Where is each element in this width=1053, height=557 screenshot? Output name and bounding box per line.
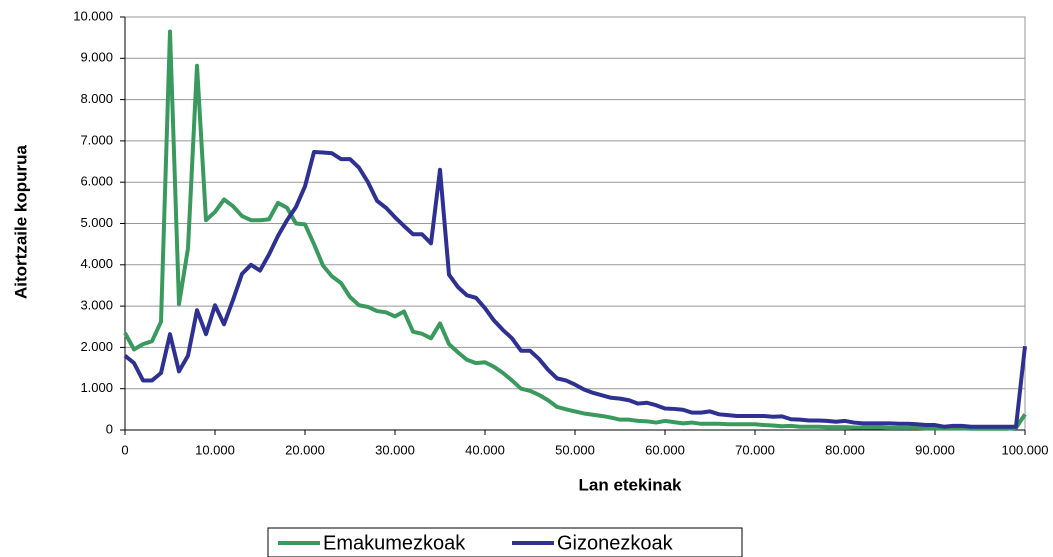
x-tick-label: 10.000 [195, 442, 235, 457]
y-tick-label: 1.000 [80, 380, 113, 395]
y-tick-label: 3.000 [80, 298, 113, 313]
x-tick-label: 0 [121, 442, 128, 457]
series-line [123, 150, 1027, 429]
x-tick-label: 20.000 [285, 442, 325, 457]
y-tick-label: 10.000 [73, 8, 113, 23]
x-tick-label: 90.000 [915, 442, 955, 457]
x-tick-label: 70.000 [735, 442, 775, 457]
y-axis-title: Aitortzaile kopurua [11, 144, 30, 299]
y-tick-label: 0 [106, 421, 113, 436]
x-tick-label: 30.000 [375, 442, 415, 457]
legend-label: Gizonezkoak [557, 532, 674, 554]
y-tick-label: 8.000 [80, 91, 113, 106]
series-line [123, 29, 1027, 431]
y-tick-label: 9.000 [80, 50, 113, 65]
x-axis-title: Lan etekinak [579, 475, 683, 494]
y-tick-label: 5.000 [80, 215, 113, 230]
x-tick-label: 80.000 [825, 442, 865, 457]
x-tick-label: 100.000 [1002, 442, 1049, 457]
legend-label: Emakumezkoak [323, 532, 466, 554]
y-tick-label: 6.000 [80, 174, 113, 189]
x-tick-label: 40.000 [465, 442, 505, 457]
y-tick-label: 7.000 [80, 132, 113, 147]
legend-box [267, 527, 743, 557]
y-tick-label: 2.000 [80, 339, 113, 354]
y-tick-label: 4.000 [80, 256, 113, 271]
x-tick-label: 60.000 [645, 442, 685, 457]
x-tick-label: 50.000 [555, 442, 595, 457]
